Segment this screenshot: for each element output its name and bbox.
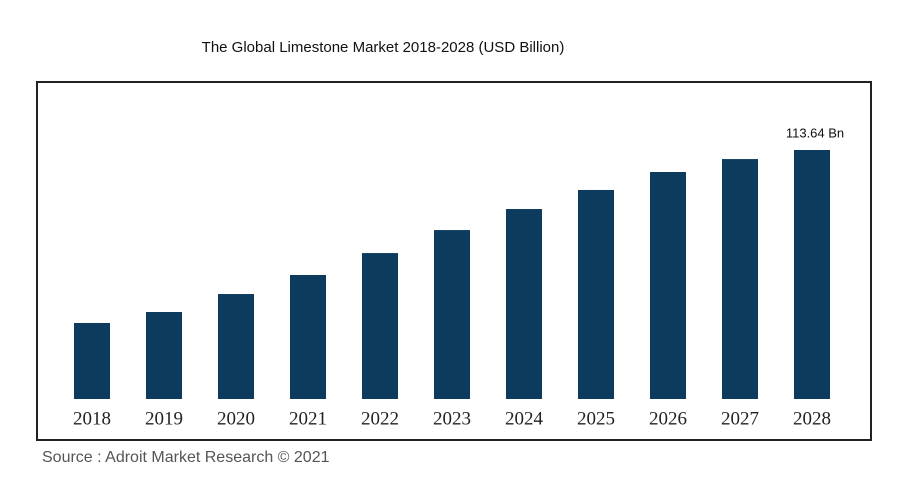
- chart-title: The Global Limestone Market 2018-2028 (U…: [202, 39, 565, 56]
- bar: [722, 159, 758, 399]
- chart-frame: [36, 81, 872, 441]
- bar: [146, 312, 182, 399]
- x-tick-label: 2026: [649, 408, 687, 429]
- bar: [506, 209, 542, 399]
- bar: [794, 150, 830, 399]
- x-tick-label: 2027: [721, 408, 759, 429]
- x-tick-label: 2021: [289, 408, 327, 429]
- x-tick-label: 2022: [361, 408, 399, 429]
- bar: [578, 189, 614, 399]
- bar: [650, 171, 686, 399]
- bar: [362, 253, 398, 399]
- bar: [434, 230, 470, 399]
- x-tick-label: 2020: [217, 408, 255, 429]
- x-tick-label: 2028: [793, 408, 831, 429]
- bar: [218, 294, 254, 399]
- bar: [290, 274, 326, 399]
- bar: [74, 322, 110, 399]
- x-tick-label: 2023: [433, 408, 471, 429]
- x-tick-label: 2018: [73, 408, 111, 429]
- x-tick-label: 2024: [505, 408, 544, 429]
- source-note: Source : Adroit Market Research © 2021: [42, 449, 330, 466]
- data-label: 113.64 Bn: [786, 125, 844, 140]
- x-tick-label: 2025: [577, 408, 615, 429]
- x-tick-label: 2019: [145, 408, 183, 429]
